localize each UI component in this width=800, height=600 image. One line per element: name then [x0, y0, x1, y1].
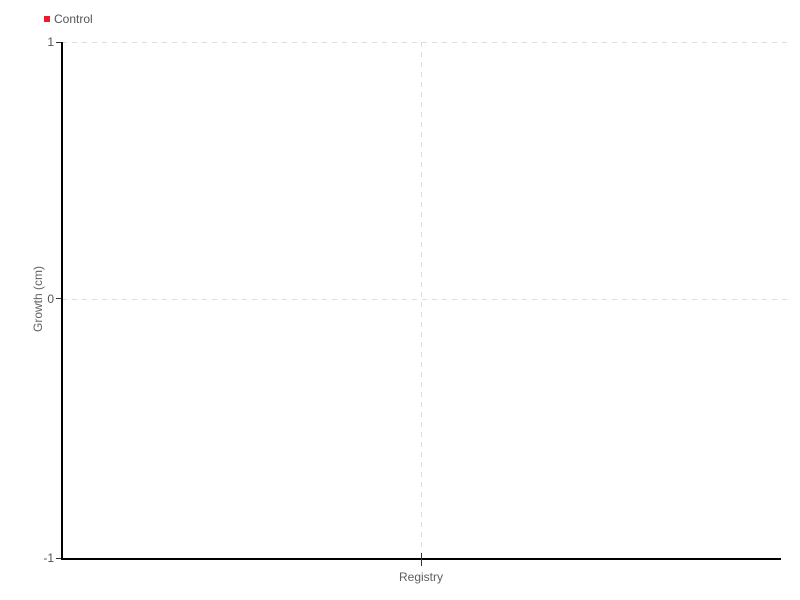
gridline-y-1 — [62, 42, 790, 43]
legend-label: Control — [54, 12, 93, 26]
y-tick-label-1: 1 — [47, 35, 54, 49]
legend-swatch-control — [44, 16, 50, 22]
y-tick-mark-1 — [56, 42, 61, 43]
gridline-x-registry — [421, 42, 422, 560]
y-tick-label-0: 0 — [47, 292, 54, 306]
y-tick-mark-neg1 — [56, 558, 61, 559]
y-axis-line — [61, 42, 63, 560]
legend-item-control[interactable]: Control — [44, 12, 93, 26]
x-tick-label-registry: Registry — [398, 570, 443, 584]
x-tick-mark-registry — [421, 553, 422, 566]
y-axis-title: Growth (cm) — [31, 266, 45, 332]
y-tick-mark-0 — [56, 298, 61, 299]
y-tick-label-neg1: -1 — [43, 551, 54, 565]
gridline-y-0 — [62, 299, 790, 300]
